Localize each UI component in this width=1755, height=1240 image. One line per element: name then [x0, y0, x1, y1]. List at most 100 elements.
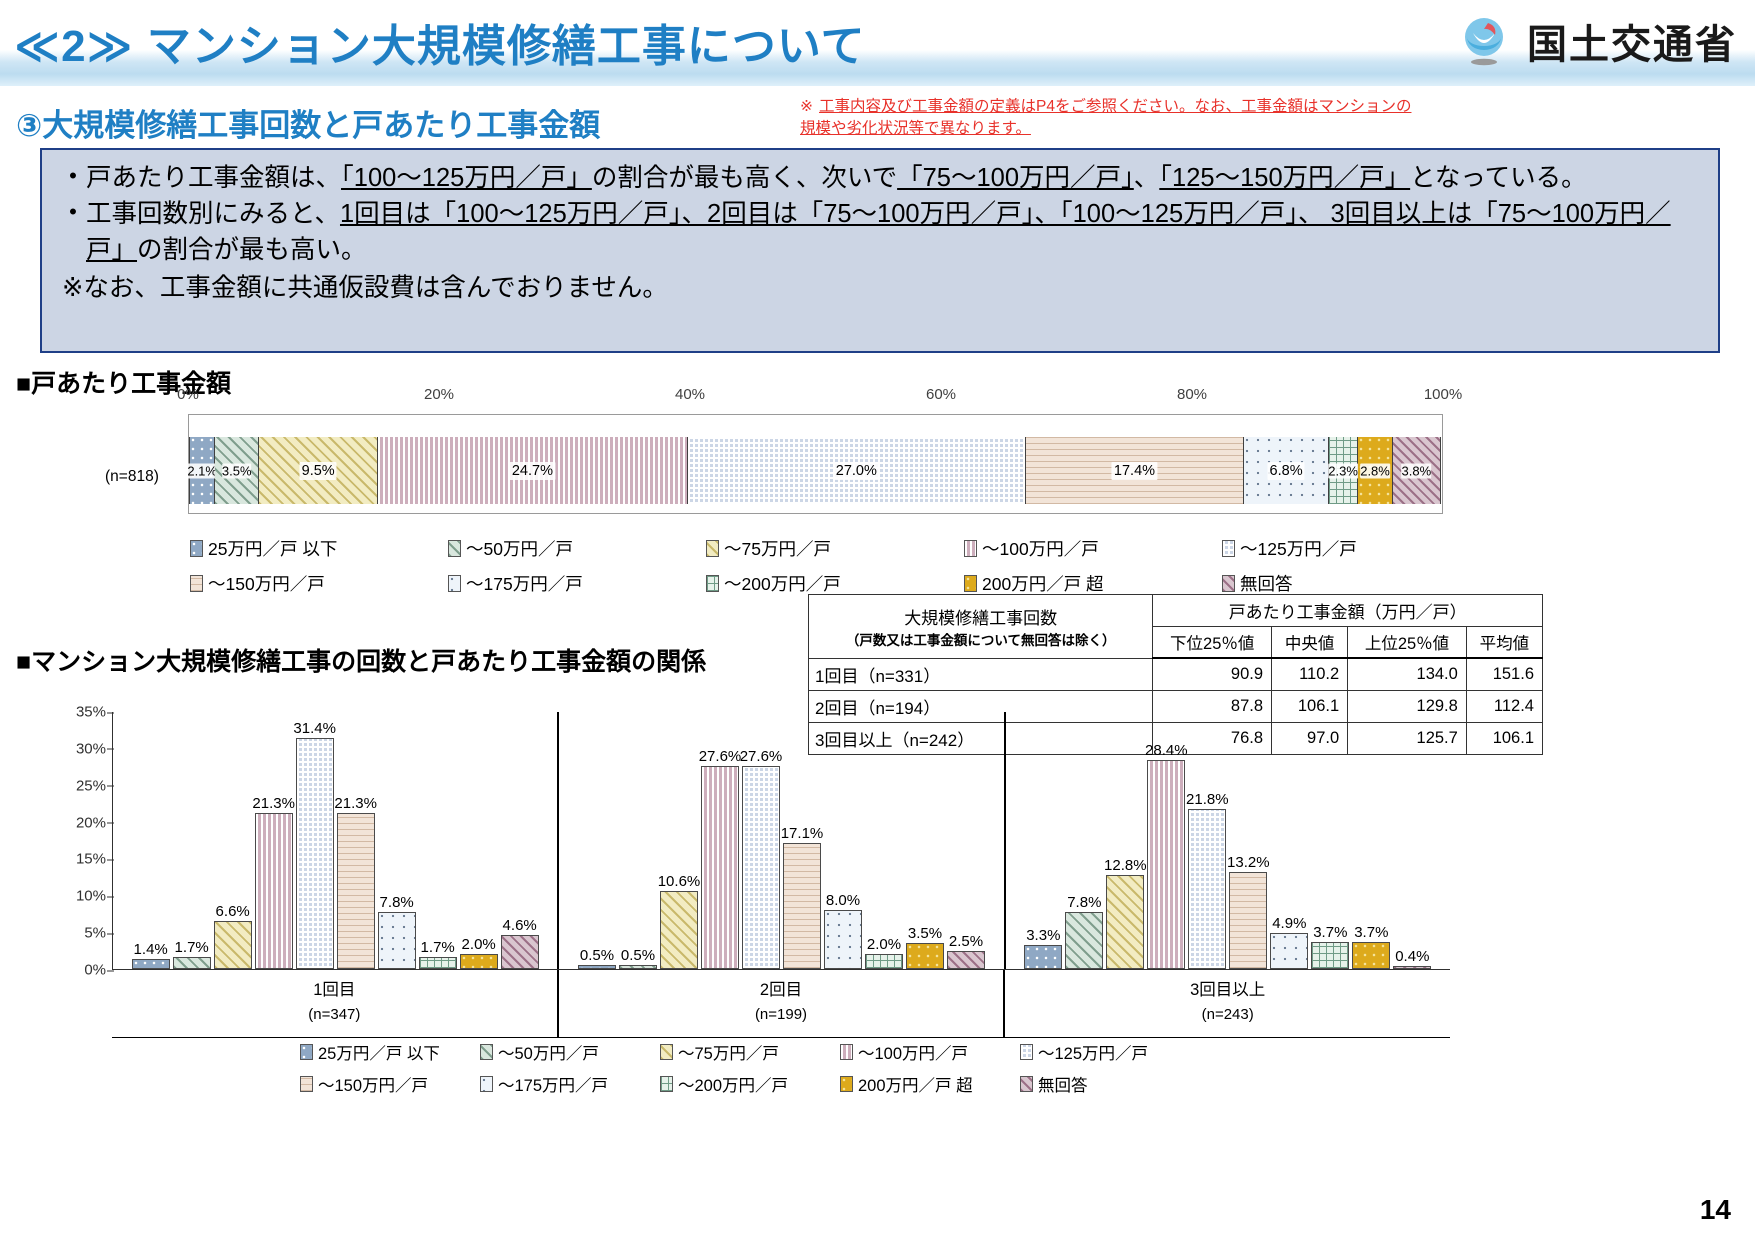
header-band: [0, 0, 1755, 86]
grouped-bar-value: 4.9%: [1272, 915, 1307, 933]
legend-swatch-icon: [840, 1076, 853, 1092]
note-line-1: 工事内容及び工事金額の定義はP4をご参照ください。なお、工事金額はマンションの: [819, 98, 1412, 115]
grouped-bar: 1.4%: [131, 941, 170, 969]
grouped-bar-value: 28.4%: [1145, 742, 1188, 760]
stacked-segment-value: 2.8%: [1360, 463, 1390, 478]
legend-item: ～100万円／戸: [840, 1040, 1020, 1064]
grouped-bar: 2.0%: [864, 936, 903, 969]
table-col-group-right: 戸あたり工事金額（万円／戸）: [1152, 594, 1543, 627]
grouped-bar-value: 1.7%: [420, 938, 455, 956]
table-cell-value: 76.8: [1152, 721, 1273, 755]
legend-swatch-icon: [190, 540, 203, 557]
legend-row: 25万円／戸 以下 ～50万円／戸 ～75万円／戸 ～100万円／戸 ～125万円／戸: [190, 536, 1590, 561]
table-cell-value: 110.2: [1271, 657, 1349, 691]
legend-item: 25万円／戸 以下: [190, 536, 448, 561]
grouped-bar-value: 3.7%: [1354, 923, 1389, 941]
legend-swatch-icon: [840, 1044, 853, 1060]
grouped-bar: 21.3%: [252, 795, 295, 969]
grouped-bar: 2.5%: [946, 933, 985, 969]
grouped-bar-value: 21.3%: [252, 794, 295, 812]
legend-item: 25万円／戸 以下: [300, 1040, 480, 1064]
grouped-chart-title: ■マンション大規模修繕工事の回数と戸あたり工事金額の関係: [16, 648, 707, 676]
grouped-bar-value: 27.6%: [698, 748, 742, 766]
grouped-bar: 21.8%: [1186, 791, 1229, 969]
summary-bullet-2-text: 工事回数別にみると、1回目は「100～125万円／戸」、2回目は「75～100万…: [86, 200, 1671, 265]
grouped-chart-plot: 1.4% 1.7% 6.6% 21.3% 31.4% 21.3% 7.8% 1.7% 2.0% 4…: [112, 712, 1450, 970]
grouped-bar: 6.6%: [213, 903, 252, 969]
legend-item: ～125万円／戸: [1222, 536, 1480, 561]
grouped-ytick: 5%: [84, 925, 114, 942]
grouped-group-sample: (n=199): [754, 1006, 808, 1023]
grouped-bar: 0.5%: [577, 947, 616, 969]
grouped-group-sample: (n=347): [308, 1006, 361, 1023]
grouped-group-name: 3回目以上: [1190, 981, 1266, 999]
summary-bullet-1: • 戸あたり工事金額は、「100～125万円／戸」の割合が最も高く、次いで「75…: [60, 160, 1700, 196]
legend-label: 25万円／戸 以下: [208, 539, 338, 559]
legend-label: ～75万円／戸: [678, 1045, 779, 1063]
legend-row: ～150万円／戸 ～175万円／戸 ～200万円／戸 200万円／戸 超 無回答: [190, 571, 1590, 596]
grouped-bar-value: 4.6%: [502, 917, 537, 935]
grouped-bar: 3.3%: [1024, 927, 1063, 969]
legend-label: ～125万円／戸: [1240, 539, 1357, 559]
table-cell-value: 106.1: [1465, 721, 1544, 755]
legend-item: ～200万円／戸: [660, 1072, 840, 1096]
legend-swatch-icon: [1222, 540, 1235, 557]
grouped-bar: 27.6%: [740, 748, 782, 969]
stacked-bar-chart: 0% 20% 40% 60% 80% 100% (n=818) 2.1% 3.5% 9.5% 2…: [0, 386, 1560, 586]
table-col-group-left-sub: （戸数又は工事金額について無回答は除く）: [845, 632, 1116, 648]
grouped-bar: 10.6%: [658, 873, 700, 969]
table-cell-value: 151.6: [1465, 657, 1544, 691]
grouped-bar-value: 6.6%: [215, 902, 250, 920]
grouped-bar-value: 0.5%: [620, 947, 656, 965]
legend-label: 200万円／戸 超: [982, 574, 1104, 594]
stacked-segment: 2.8%: [1358, 437, 1394, 504]
legend-label: ～175万円／戸: [498, 1077, 609, 1095]
grouped-bar-value: 3.3%: [1026, 926, 1061, 944]
stacked-xtick: 40%: [674, 386, 706, 403]
grouped-chart-panel: 0.5% 0.5% 10.6% 27.6% 27.6% 17.1% 8.0% 2.0% 3.5%…: [557, 712, 1003, 969]
table-cell-value: 129.8: [1347, 689, 1467, 723]
grouped-bar-value: 0.4%: [1395, 948, 1430, 966]
grouped-bar: 0.5%: [618, 947, 657, 969]
grouped-bar-value: 2.0%: [866, 936, 902, 954]
stacked-segment: 17.4%: [1025, 437, 1244, 504]
legend-swatch-icon: [1020, 1044, 1033, 1060]
grouped-bar: 7.8%: [1065, 894, 1104, 969]
table-column-header: 平均値: [1465, 626, 1544, 659]
legend-swatch-icon: [300, 1044, 313, 1060]
stacked-segment-value: 6.8%: [1267, 461, 1305, 480]
grouped-chart-legend: 25万円／戸 以下 ～50万円／戸 ～75万円／戸 ～100万円／戸 ～125万円／戸 ～…: [300, 1040, 1420, 1104]
table-cell-value: 112.4: [1465, 689, 1544, 723]
grouped-bar: 12.8%: [1104, 857, 1147, 969]
grouped-bar: 13.2%: [1227, 854, 1270, 969]
summary-box: • 戸あたり工事金額は、「100～125万円／戸」の割合が最も高く、次いで「75…: [40, 148, 1720, 353]
legend-item: ～150万円／戸: [190, 571, 448, 596]
legend-label: ～150万円／戸: [318, 1077, 429, 1095]
legend-swatch-icon: [1222, 575, 1235, 592]
grouped-ytick: 15%: [76, 851, 114, 868]
stacked-chart-plot: 2.1% 3.5% 9.5% 24.7% 27.0% 17.4% 6.8% 2.3% 2.8% 3…: [187, 414, 1443, 514]
summary-bullet-2: • 工事回数別にみると、1回目は「100～125万円／戸」、2回目は「75～10…: [60, 196, 1700, 268]
stacked-xtick: 100%: [1423, 386, 1463, 403]
stacked-chart-sample-label: (n=818): [105, 468, 159, 485]
grouped-bar-value: 3.5%: [907, 925, 943, 943]
table-subheader-row: 下位25％値 中央値 上位25％値 平均値: [809, 626, 1544, 659]
bullet-marker: •: [69, 163, 77, 188]
table-cell-value: 134.0: [1347, 657, 1467, 691]
legend-swatch-icon: [660, 1044, 673, 1060]
grouped-bar-value: 10.6%: [657, 873, 701, 891]
table-cell-value: 87.8: [1152, 689, 1273, 723]
legend-swatch-icon: [706, 575, 719, 592]
stacked-segment-value: 24.7%: [509, 461, 555, 480]
grouped-bar: 8.0%: [823, 892, 862, 969]
grouped-chart-panel: 1.4% 1.7% 6.6% 21.3% 31.4% 21.3% 7.8% 1.7% 2.0% 4…: [113, 712, 557, 969]
stacked-segment: 27.0%: [687, 437, 1026, 504]
table-header-row: 大規模修繕工事回数 （戸数又は工事金額について無回答は除く） 戸あたり工事金額（万円…: [807, 594, 1543, 659]
grouped-group-sample: (n=243): [1201, 1006, 1254, 1023]
legend-swatch-icon: [1020, 1076, 1033, 1092]
legend-label: ～100万円／戸: [982, 539, 1099, 559]
legend-swatch-icon: [964, 540, 977, 557]
grouped-bar: 4.9%: [1270, 915, 1309, 969]
grouped-chart-yaxis: 0% 5% 10% 15% 20% 25% 30% 35%: [46, 704, 114, 979]
table-row: 2回目（n=194） 87.8 106.1 129.8 112.4: [807, 689, 1544, 723]
